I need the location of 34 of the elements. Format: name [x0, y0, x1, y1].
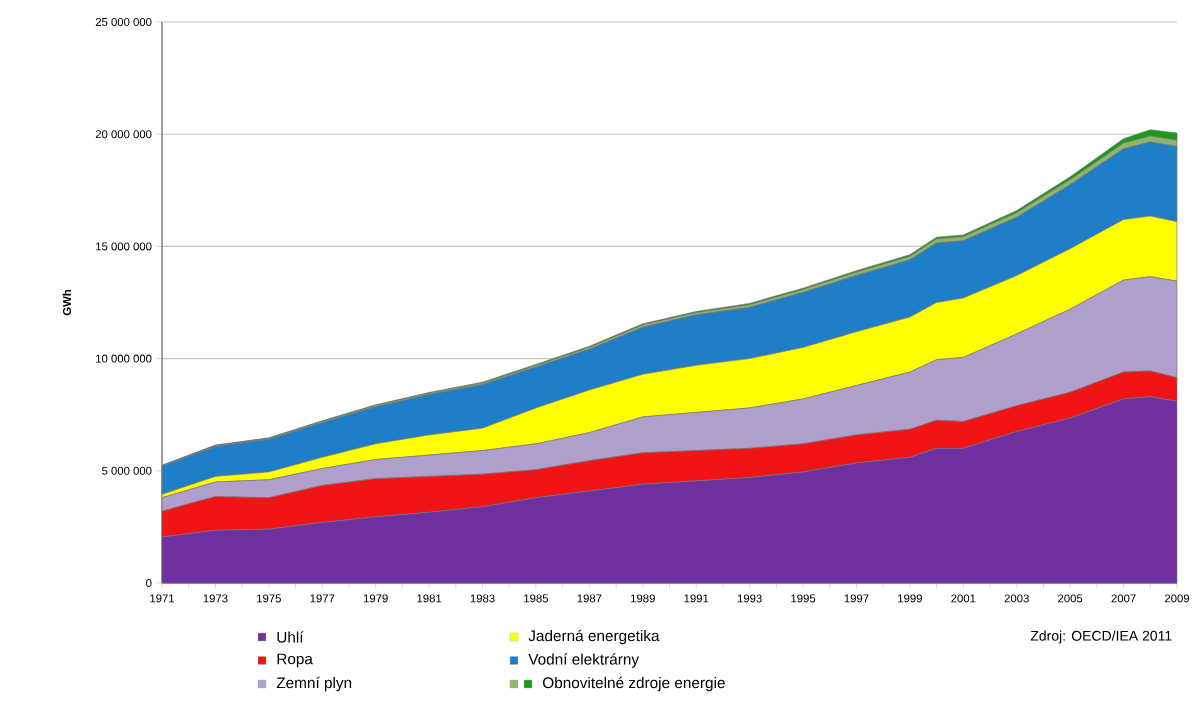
legend-label: Obnovitelné zdroje energie [543, 676, 725, 692]
x-tick-label: 1987 [577, 594, 602, 603]
x-tick-label: 1981 [417, 594, 442, 603]
x-tick-label: 1973 [203, 594, 228, 603]
y-tick-label: 0 [146, 578, 152, 587]
x-tick-label: 1977 [310, 594, 335, 603]
x-tick-label: 1991 [684, 594, 709, 603]
x-tick-label: 2005 [1058, 594, 1083, 603]
y-tick-label: 5 000 000 [102, 466, 152, 475]
x-tick-label: 2003 [1004, 594, 1029, 603]
legend-label: Ropa [277, 653, 313, 668]
y-tick-label: 25 000 000 [95, 17, 152, 26]
x-tick-label: 1997 [844, 594, 869, 603]
x-tick-label: 1979 [363, 594, 388, 603]
y-tick-label: 20 000 000 [95, 130, 152, 139]
legend-label: Zemní plyn [276, 676, 352, 692]
y-tick-label: 10 000 000 [96, 354, 152, 363]
y-axis-title: GWh [62, 289, 72, 316]
legend-label: Jaderná energetika [528, 629, 660, 645]
x-tick-label: 1995 [791, 594, 816, 603]
x-tick-label: 2009 [1164, 594, 1190, 603]
x-tick-label: 1999 [898, 594, 922, 603]
x-tick-label: 2007 [1111, 594, 1136, 603]
y-tick-label: 15 000 000 [96, 242, 152, 251]
legend-label: Uhlí [277, 631, 304, 643]
x-tick-label: 1971 [150, 594, 175, 603]
x-tick-label: 1983 [470, 594, 495, 603]
legend-label: Vodní elektrárny [528, 653, 640, 668]
text: Zdroj: OECD/IEA 2011 [1030, 630, 1172, 644]
x-tick-label: 1993 [737, 594, 762, 603]
x-tick-label: 2001 [951, 594, 976, 603]
x-tick-label: 1975 [257, 594, 281, 603]
x-tick-label: 1985 [524, 594, 549, 603]
x-tick-label: 1989 [631, 594, 655, 603]
